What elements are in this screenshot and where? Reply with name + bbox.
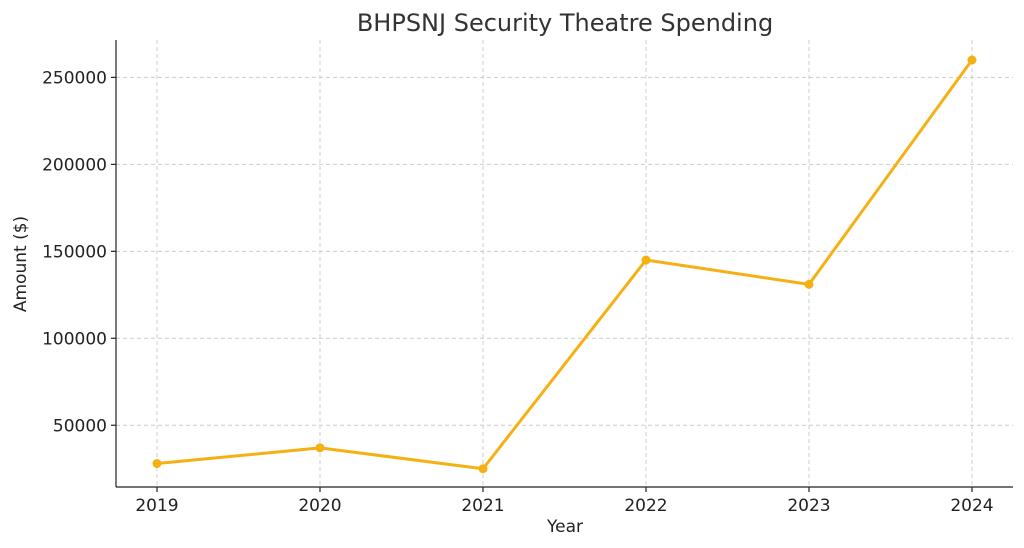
grid bbox=[116, 40, 1013, 487]
y-axis-label: Amount ($) bbox=[11, 216, 31, 312]
series-layer bbox=[152, 55, 977, 474]
y-tick-label: 50000 bbox=[53, 416, 107, 436]
x-tick-label: 2021 bbox=[461, 496, 504, 516]
chart-title: BHPSNJ Security Theatre Spending bbox=[357, 9, 773, 37]
tick-labels: 2019 2020 2021 2022 2023 2024 50000 100000 15000… bbox=[42, 68, 994, 516]
data-point bbox=[641, 255, 651, 265]
x-axis-label: Year bbox=[546, 517, 583, 537]
x-tick-label: 2024 bbox=[950, 496, 993, 516]
data-point bbox=[478, 464, 488, 474]
data-point bbox=[967, 55, 977, 65]
x-tick-label: 2019 bbox=[135, 496, 178, 516]
y-tick-label: 150000 bbox=[42, 242, 107, 262]
data-point bbox=[152, 459, 162, 469]
data-point bbox=[804, 279, 814, 289]
axes bbox=[111, 40, 1013, 492]
y-tick-label: 100000 bbox=[42, 329, 107, 349]
data-point bbox=[315, 443, 325, 453]
series-line bbox=[155, 58, 974, 471]
x-tick-label: 2022 bbox=[624, 496, 667, 516]
x-tick-label: 2023 bbox=[787, 496, 830, 516]
x-tick-label: 2020 bbox=[298, 496, 341, 516]
y-tick-label: 200000 bbox=[42, 155, 107, 175]
y-tick-label: 250000 bbox=[42, 68, 107, 88]
